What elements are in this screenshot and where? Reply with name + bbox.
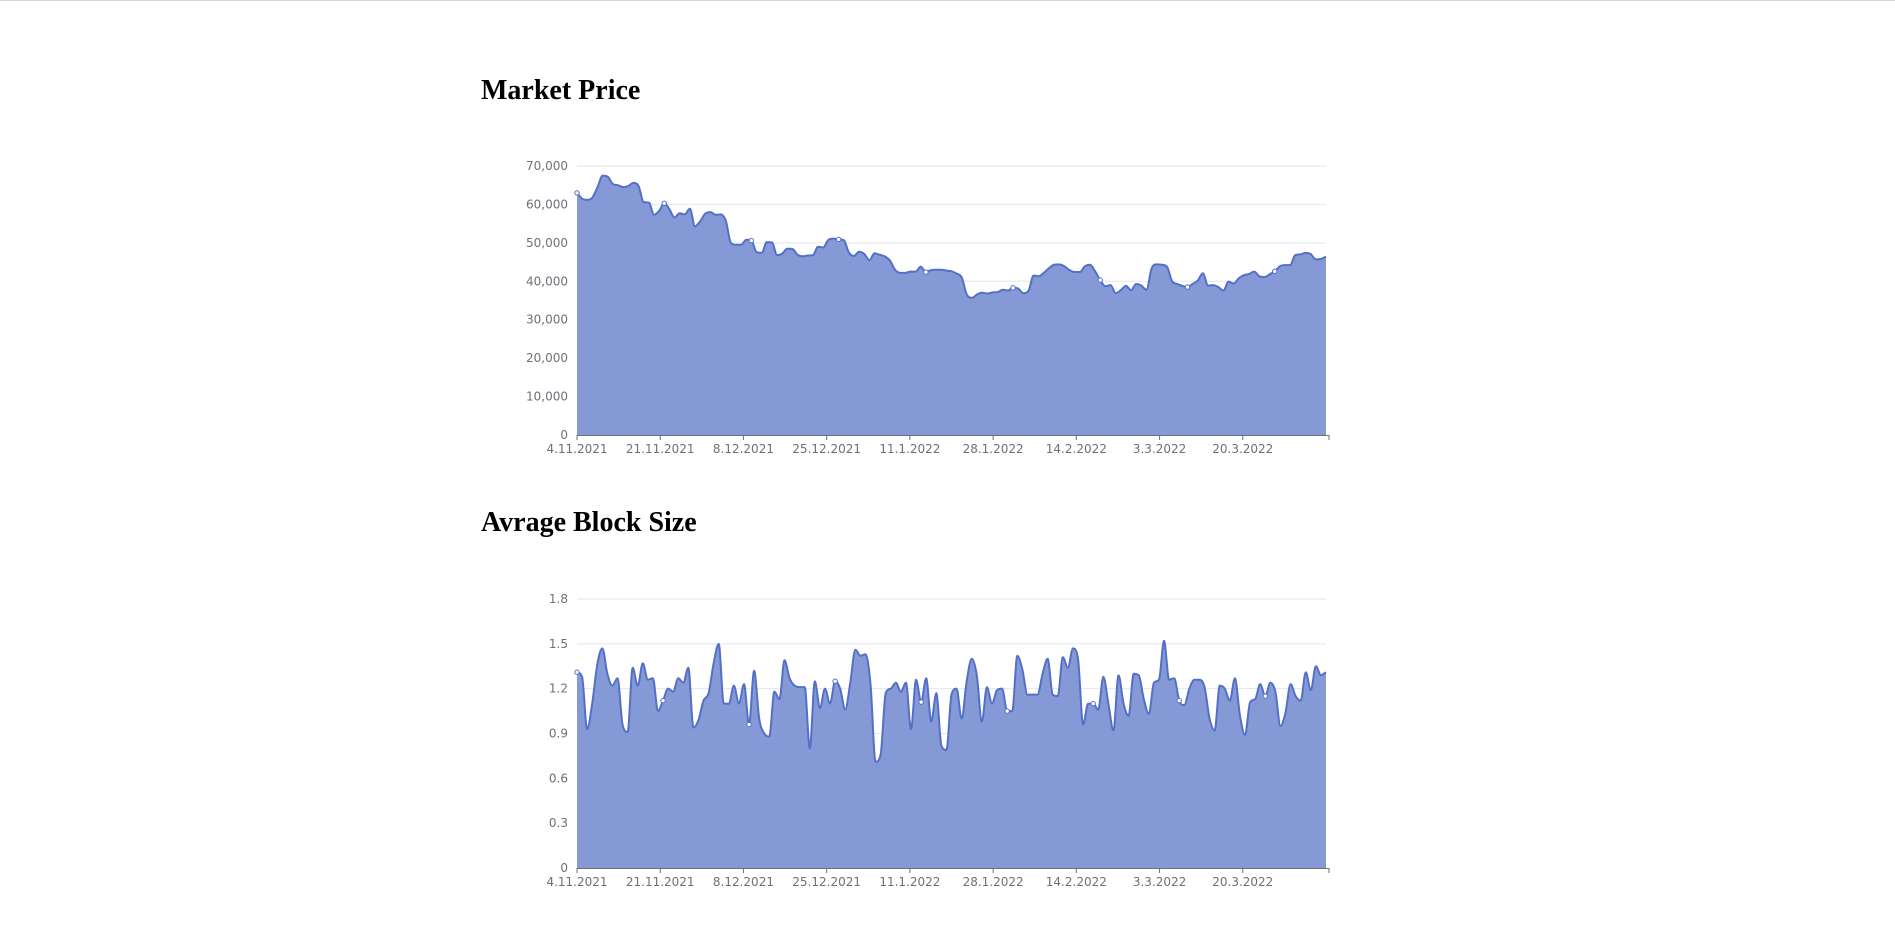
data-point xyxy=(1010,285,1016,291)
y-tick-label: 50,000 xyxy=(526,236,568,250)
x-tick-label: 14.2.2022 xyxy=(1046,875,1107,889)
x-tick-label: 25.12.2021 xyxy=(792,442,861,456)
x-tick-label: 3.3.2022 xyxy=(1133,875,1186,889)
data-point xyxy=(1090,700,1096,707)
x-tick-label: 8.12.2021 xyxy=(713,442,774,456)
x-tick-label: 28.1.2022 xyxy=(963,875,1024,889)
x-tick-label: 20.3.2022 xyxy=(1212,442,1273,456)
market-price-title: Market Price xyxy=(481,75,641,106)
market-price-chart: 0 10,000 20,000 30,000 40,000 50,000 60,000 70,… xyxy=(526,159,1330,456)
data-point xyxy=(574,669,580,675)
x-tick-label: 20.3.2022 xyxy=(1212,875,1273,889)
series-area xyxy=(577,175,1326,436)
x-tick-label: 4.11.2021 xyxy=(546,442,607,456)
y-tick-label: 0 xyxy=(560,428,568,442)
data-point xyxy=(1184,284,1191,290)
series-line xyxy=(576,174,1327,299)
y-tick-label: 0.9 xyxy=(549,727,568,741)
x-tick-label: 28.1.2022 xyxy=(963,442,1024,456)
y-tick-label: 0 xyxy=(560,861,568,875)
data-point xyxy=(746,721,752,728)
y-tick-label: 1.5 xyxy=(549,637,568,651)
x-tick-label: 8.12.2021 xyxy=(713,875,774,889)
y-tick-label: 30,000 xyxy=(526,313,568,327)
y-tick-label: 0.6 xyxy=(549,771,568,785)
y-tick-label: 1.8 xyxy=(549,592,568,606)
data-point xyxy=(835,236,842,243)
block-size-title: Avrage Block Size xyxy=(481,507,697,538)
data-point xyxy=(918,699,924,705)
data-point xyxy=(1271,268,1278,274)
data-point xyxy=(1262,693,1268,699)
data-point xyxy=(1097,277,1103,283)
y-tick-label: 40,000 xyxy=(526,274,568,288)
data-point xyxy=(574,190,580,196)
x-tick-label: 21.11.2021 xyxy=(626,442,695,456)
x-tick-label: 11.1.2022 xyxy=(879,875,940,889)
data-point xyxy=(1176,697,1182,704)
x-tick-label: 11.1.2022 xyxy=(879,442,940,456)
data-point xyxy=(661,200,667,206)
series-area xyxy=(577,640,1326,868)
block-size-chart: 0 0.3 0.6 0.9 1.2 1.5 1.8 4.11.2021 21.11.2021 8.… xyxy=(546,592,1330,889)
x-tick-label: 21.11.2021 xyxy=(626,875,695,889)
data-point xyxy=(748,237,755,244)
data-point xyxy=(1004,708,1010,714)
series-line xyxy=(576,639,1327,763)
x-tick-label: 25.12.2021 xyxy=(792,875,861,889)
y-tick-label: 70,000 xyxy=(526,159,568,173)
x-tick-label: 4.11.2021 xyxy=(546,875,607,889)
y-tick-label: 1.2 xyxy=(549,682,568,696)
y-tick-label: 60,000 xyxy=(526,197,568,211)
data-point xyxy=(660,697,666,704)
y-tick-label: 20,000 xyxy=(526,351,568,365)
x-tick-label: 3.3.2022 xyxy=(1133,442,1186,456)
data-point xyxy=(923,269,929,275)
data-point xyxy=(832,678,838,684)
y-tick-label: 10,000 xyxy=(526,390,568,404)
y-tick-label: 0.3 xyxy=(549,816,568,830)
x-tick-label: 14.2.2022 xyxy=(1046,442,1107,456)
